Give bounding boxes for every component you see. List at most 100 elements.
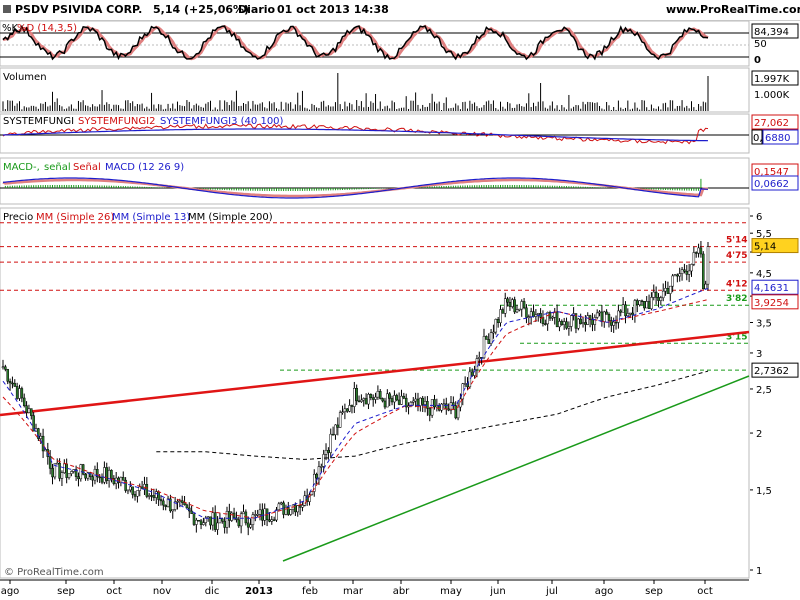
candle-body (20, 388, 24, 399)
x-tick-label: dic (205, 586, 220, 597)
candle-body (654, 291, 658, 298)
candle-body (595, 312, 599, 318)
candle-body (631, 312, 634, 316)
candle-body (131, 486, 134, 495)
candle-body (37, 428, 40, 439)
candle-body (362, 398, 366, 401)
candle-body (558, 321, 561, 328)
candle-body (213, 512, 217, 530)
candle-body (51, 468, 54, 478)
candle-body (6, 369, 9, 382)
y-tick-label: 5 (756, 248, 762, 259)
watermark: © ProRealTime.com (4, 567, 104, 578)
candle-body (67, 473, 71, 478)
candle-body (680, 269, 684, 274)
candle-body (119, 477, 123, 483)
candle-body (317, 466, 321, 479)
candle-body (77, 476, 80, 480)
y-tick-label: 2 (756, 429, 762, 440)
candle-body (520, 301, 523, 310)
candle-body (619, 310, 623, 313)
candle-body (621, 304, 625, 313)
x-tick-label: mar (343, 586, 364, 597)
candle-body (13, 383, 17, 387)
price-panel: Precio MM (Simple 26) MM (Simple 13) MM … (0, 207, 750, 579)
candle-body (600, 311, 604, 323)
candle-body (470, 371, 474, 376)
axis-badge-label: 4,1631 (754, 283, 789, 294)
candle-body (110, 469, 113, 479)
price-title-mm26: MM (Simple 26) (36, 212, 114, 223)
volume-panel: Volumen (0, 67, 750, 113)
candle-body (343, 408, 347, 413)
candle-body (164, 504, 167, 507)
candle-body (324, 450, 328, 455)
candle-body (697, 247, 700, 254)
candle-body (1, 366, 5, 368)
candle-body (155, 491, 158, 498)
candle-body (607, 314, 611, 321)
candle-body (638, 300, 641, 306)
systemfungi-title-3: SYSTEMFUNGI3 (40 100) (160, 116, 284, 127)
macd-title-3: Señal (73, 162, 101, 173)
candle-body (463, 383, 467, 385)
candle-body (25, 405, 28, 413)
systemfungi3-line (2, 128, 709, 142)
systemfungi-axis-1: 27,062 (754, 118, 789, 129)
candle-body (256, 514, 259, 516)
candle-body (86, 472, 90, 479)
x-tick-label: sep (645, 586, 663, 597)
candle-body (402, 395, 406, 399)
candle-body (376, 391, 380, 398)
candle-body (690, 264, 693, 272)
candle-body (15, 386, 19, 399)
candle-body (251, 514, 255, 525)
candle-body (162, 500, 165, 506)
systemfungi-panel: SYSTEMFUNGI SYSTEMFUNGI2 SYSTEMFUNGI3 (4… (0, 113, 750, 154)
candle-body (404, 397, 408, 408)
candle-body (584, 322, 587, 325)
candle-body (18, 388, 21, 399)
candle-body (334, 424, 337, 435)
candle-body (706, 246, 710, 285)
candle-body (661, 290, 665, 299)
candle-body (426, 401, 429, 409)
candle-body (546, 312, 549, 325)
menu-square-icon[interactable] (3, 5, 11, 13)
candle-body (692, 252, 696, 265)
candle-body (647, 301, 651, 309)
candle-body (272, 519, 276, 521)
candle-body (55, 462, 59, 465)
y-tick-label: 1 (756, 566, 762, 577)
systemfungi-title-1: SYSTEMFUNGI (3, 116, 74, 127)
candle-body (687, 270, 691, 275)
candle-body (673, 274, 677, 277)
candle-body (239, 513, 243, 527)
candle-body (350, 405, 354, 407)
stochastic-k-line (2, 24, 709, 61)
candle-body (652, 291, 656, 298)
candle-body (338, 412, 342, 428)
candle-body (230, 512, 233, 521)
candle-body (588, 315, 592, 321)
candle-body (447, 408, 450, 411)
macd-panel: MACD-, señal Señal MACD (12 26 9) (0, 157, 750, 205)
candle-body (294, 504, 297, 513)
candle-body (216, 522, 219, 530)
candle-body (211, 512, 215, 526)
volume-bars (2, 73, 709, 111)
candle-body (197, 519, 200, 522)
candle-body (577, 318, 580, 329)
candle-body (433, 399, 436, 408)
candle-body (423, 401, 427, 405)
candle-body (445, 403, 448, 410)
candle-body (397, 399, 401, 405)
price-axis-badges: 5,14 4,1631 3,9254 2,7362 (751, 238, 799, 378)
candle-body (534, 314, 538, 317)
candle-body (581, 322, 585, 324)
candle-body (364, 398, 368, 405)
candle-body (459, 398, 462, 408)
candle-body (487, 339, 490, 344)
candle-body (185, 504, 189, 509)
candle-body (360, 399, 363, 402)
